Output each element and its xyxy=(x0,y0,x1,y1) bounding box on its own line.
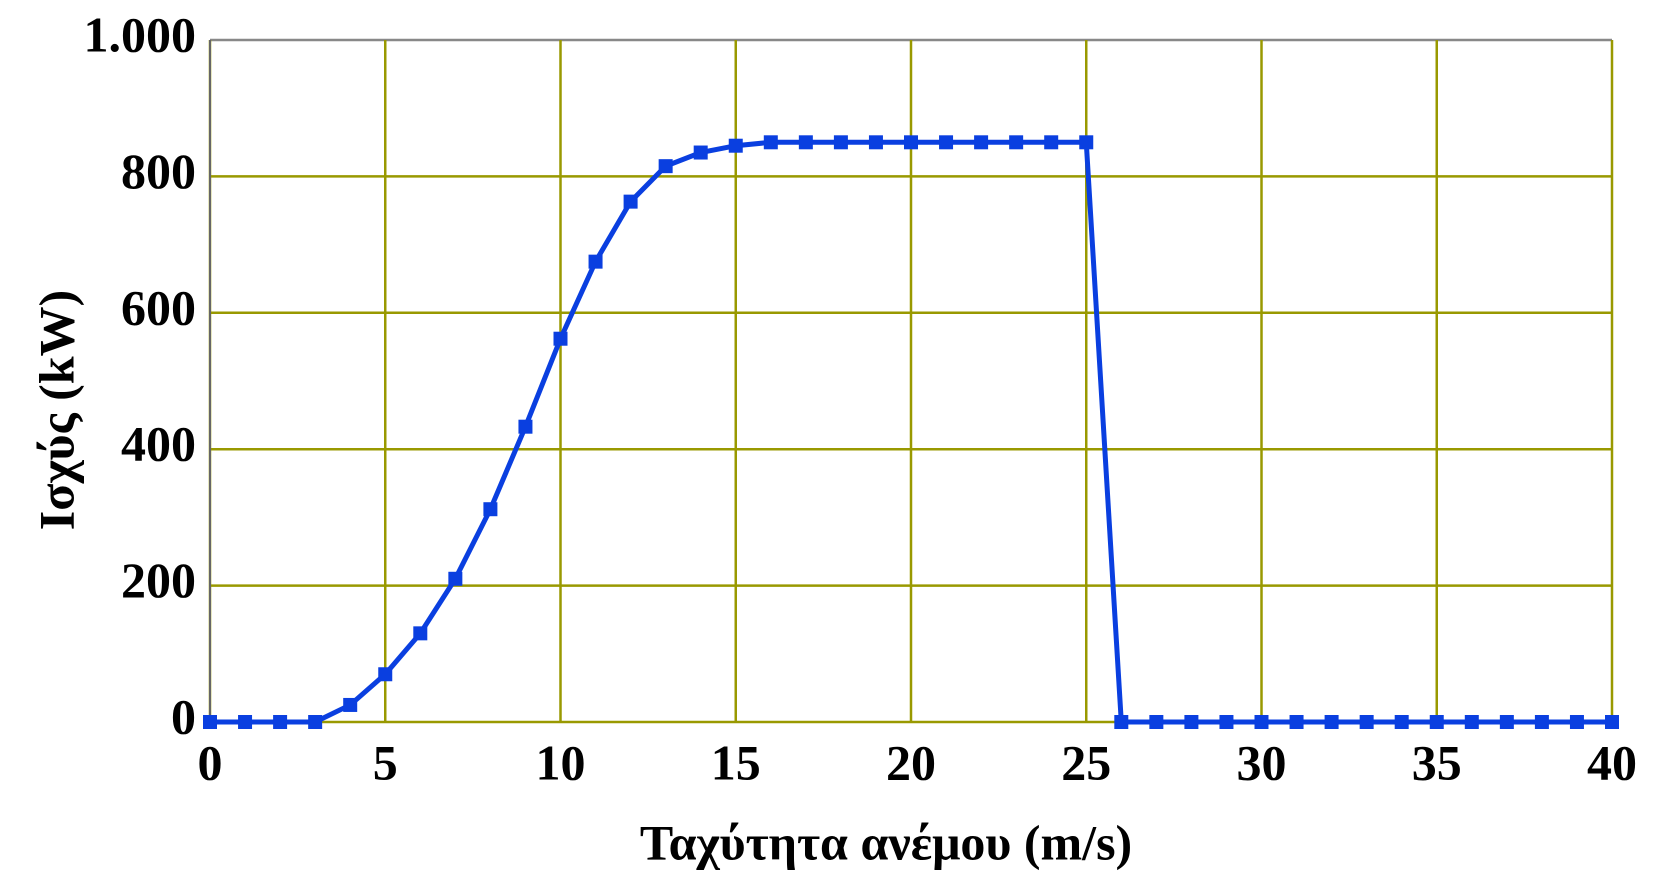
y-axis-label: Ισχύς (kW) xyxy=(28,290,84,530)
data-point xyxy=(1254,715,1269,729)
data-point xyxy=(939,135,954,150)
x-tick-label: 20 xyxy=(886,734,936,790)
data-point xyxy=(553,331,568,346)
x-tick-label: 15 xyxy=(711,734,761,790)
data-point xyxy=(1219,715,1234,729)
data-point xyxy=(763,135,778,150)
data-point xyxy=(238,715,253,729)
x-tick-label: 35 xyxy=(1412,734,1462,790)
data-point xyxy=(1114,715,1129,729)
y-tick-label: 600 xyxy=(121,279,196,335)
x-tick-label: 30 xyxy=(1237,734,1287,790)
data-point xyxy=(413,626,428,641)
data-point xyxy=(974,135,989,150)
x-tick-label: 0 xyxy=(198,734,223,790)
data-point xyxy=(1534,715,1549,729)
x-tick-label: 25 xyxy=(1061,734,1111,790)
y-tick-label: 800 xyxy=(121,143,196,199)
y-tick-label: 1.000 xyxy=(84,6,197,62)
x-tick-label: 5 xyxy=(373,734,398,790)
data-point xyxy=(1149,715,1164,729)
data-point xyxy=(343,697,358,712)
data-point xyxy=(1009,135,1024,150)
data-point xyxy=(904,135,918,150)
data-point xyxy=(483,502,498,517)
data-point xyxy=(833,135,848,150)
data-point xyxy=(623,194,638,209)
y-tick-label: 400 xyxy=(121,416,196,472)
data-point xyxy=(1569,715,1584,729)
y-tick-label: 0 xyxy=(171,688,196,744)
data-point xyxy=(308,715,323,729)
data-point xyxy=(693,145,708,160)
data-point xyxy=(1499,715,1514,729)
data-point xyxy=(868,135,883,150)
data-point xyxy=(1324,715,1339,729)
data-point xyxy=(588,254,603,269)
data-point xyxy=(1289,715,1304,729)
data-point xyxy=(798,135,813,150)
data-point xyxy=(518,419,533,434)
data-point xyxy=(273,715,288,729)
data-point xyxy=(1605,715,1619,729)
y-tick-label: 200 xyxy=(121,552,196,608)
x-axis-label: Ταχύτητα ανέμου (m/s) xyxy=(640,814,1132,870)
data-point xyxy=(1044,135,1059,150)
data-point xyxy=(1184,715,1199,729)
data-point xyxy=(728,138,743,153)
data-point xyxy=(448,571,463,586)
data-point xyxy=(1429,715,1444,729)
data-point xyxy=(1394,715,1409,729)
x-tick-label: 10 xyxy=(536,734,586,790)
data-point xyxy=(378,667,393,682)
data-point xyxy=(658,159,673,174)
data-point xyxy=(1079,135,1094,150)
data-point xyxy=(1464,715,1479,729)
x-tick-label: 40 xyxy=(1587,734,1637,790)
data-point xyxy=(1359,715,1374,729)
data-point xyxy=(203,715,217,729)
